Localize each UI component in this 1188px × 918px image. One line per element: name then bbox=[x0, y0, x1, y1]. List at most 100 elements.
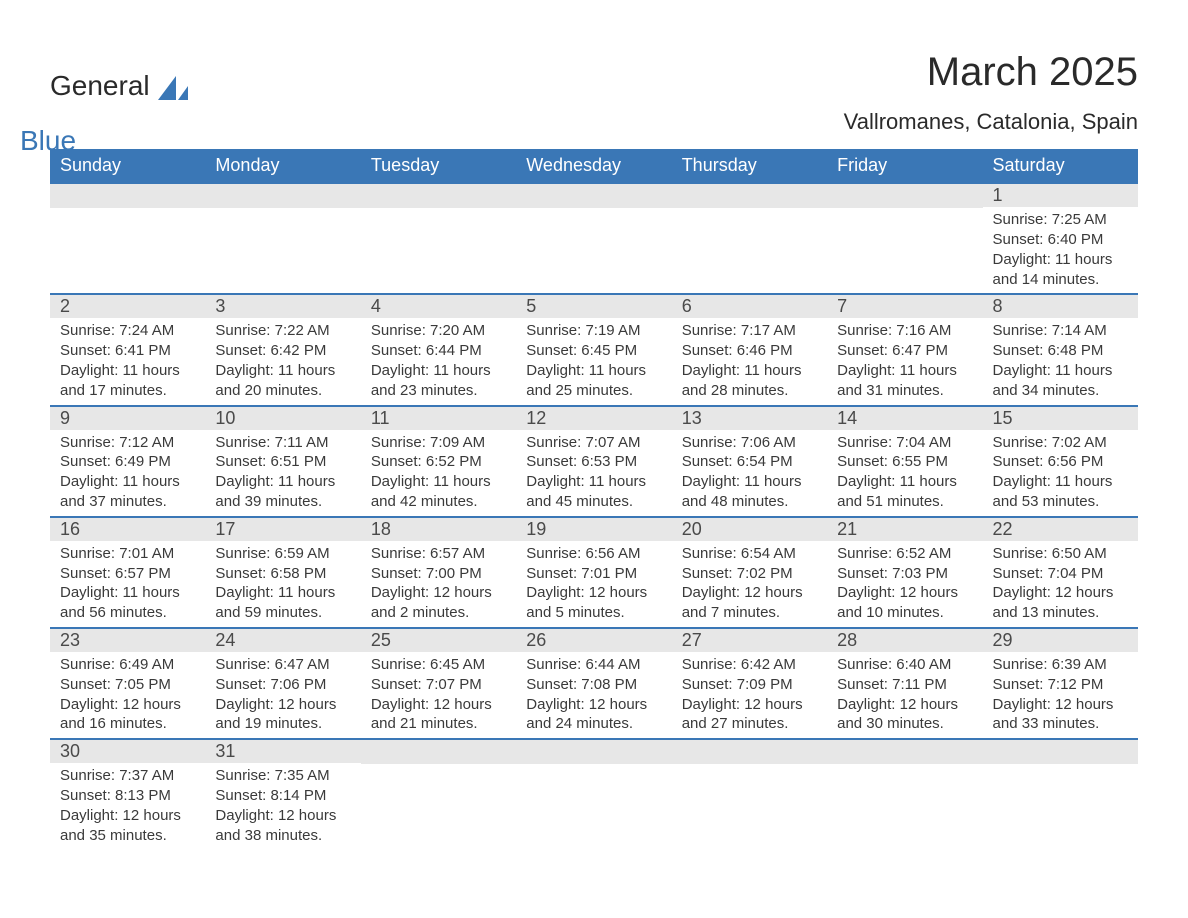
day-sunset: Sunset: 6:42 PM bbox=[215, 341, 350, 361]
day-cell: 13Sunrise: 7:06 AMSunset: 6:54 PMDayligh… bbox=[672, 407, 827, 516]
day-daylight2: and 42 minutes. bbox=[371, 492, 506, 512]
day-sunset: Sunset: 7:07 PM bbox=[371, 675, 506, 695]
day-daylight2: and 56 minutes. bbox=[60, 603, 195, 623]
day-number: 15 bbox=[983, 407, 1138, 430]
day-cell: 19Sunrise: 6:56 AMSunset: 7:01 PMDayligh… bbox=[516, 518, 671, 627]
day-daylight2: and 27 minutes. bbox=[682, 714, 817, 734]
day-number bbox=[516, 184, 671, 208]
day-number: 8 bbox=[983, 295, 1138, 318]
weekday-header: Wednesday bbox=[516, 149, 671, 182]
day-daylight2: and 21 minutes. bbox=[371, 714, 506, 734]
day-number: 13 bbox=[672, 407, 827, 430]
day-details: Sunrise: 6:50 AMSunset: 7:04 PMDaylight:… bbox=[983, 544, 1138, 623]
day-number: 3 bbox=[205, 295, 360, 318]
day-details: Sunrise: 6:47 AMSunset: 7:06 PMDaylight:… bbox=[205, 655, 360, 734]
day-daylight1: Daylight: 11 hours bbox=[837, 361, 972, 381]
day-daylight1: Daylight: 11 hours bbox=[682, 472, 817, 492]
day-daylight2: and 25 minutes. bbox=[526, 381, 661, 401]
day-cell: 20Sunrise: 6:54 AMSunset: 7:02 PMDayligh… bbox=[672, 518, 827, 627]
day-cell: 10Sunrise: 7:11 AMSunset: 6:51 PMDayligh… bbox=[205, 407, 360, 516]
day-number: 2 bbox=[50, 295, 205, 318]
day-number: 24 bbox=[205, 629, 360, 652]
week-row: 23Sunrise: 6:49 AMSunset: 7:05 PMDayligh… bbox=[50, 629, 1138, 740]
day-details: Sunrise: 6:56 AMSunset: 7:01 PMDaylight:… bbox=[516, 544, 671, 623]
day-details: Sunrise: 7:35 AMSunset: 8:14 PMDaylight:… bbox=[205, 766, 360, 845]
day-daylight2: and 7 minutes. bbox=[682, 603, 817, 623]
day-number: 22 bbox=[983, 518, 1138, 541]
day-cell bbox=[50, 184, 205, 293]
day-daylight2: and 45 minutes. bbox=[526, 492, 661, 512]
weekday-header: Saturday bbox=[983, 149, 1138, 182]
day-daylight2: and 28 minutes. bbox=[682, 381, 817, 401]
title-block: March 2025 Vallromanes, Catalonia, Spain bbox=[844, 50, 1138, 135]
weekday-header: Friday bbox=[827, 149, 982, 182]
day-daylight1: Daylight: 11 hours bbox=[993, 472, 1128, 492]
day-daylight1: Daylight: 12 hours bbox=[837, 583, 972, 603]
day-sunrise: Sunrise: 6:47 AM bbox=[215, 655, 350, 675]
weekday-header: Thursday bbox=[672, 149, 827, 182]
day-daylight2: and 2 minutes. bbox=[371, 603, 506, 623]
day-sunrise: Sunrise: 7:01 AM bbox=[60, 544, 195, 564]
day-sunrise: Sunrise: 7:19 AM bbox=[526, 321, 661, 341]
day-daylight2: and 35 minutes. bbox=[60, 826, 195, 846]
day-details: Sunrise: 7:25 AMSunset: 6:40 PMDaylight:… bbox=[983, 210, 1138, 289]
day-daylight2: and 31 minutes. bbox=[837, 381, 972, 401]
day-number bbox=[516, 740, 671, 764]
day-daylight1: Daylight: 11 hours bbox=[371, 472, 506, 492]
day-daylight2: and 17 minutes. bbox=[60, 381, 195, 401]
day-cell: 25Sunrise: 6:45 AMSunset: 7:07 PMDayligh… bbox=[361, 629, 516, 738]
day-number bbox=[205, 184, 360, 208]
day-daylight1: Daylight: 12 hours bbox=[215, 806, 350, 826]
day-daylight2: and 23 minutes. bbox=[371, 381, 506, 401]
day-details: Sunrise: 6:42 AMSunset: 7:09 PMDaylight:… bbox=[672, 655, 827, 734]
day-sunset: Sunset: 6:49 PM bbox=[60, 452, 195, 472]
day-daylight1: Daylight: 12 hours bbox=[371, 583, 506, 603]
week-row: 9Sunrise: 7:12 AMSunset: 6:49 PMDaylight… bbox=[50, 407, 1138, 518]
day-daylight2: and 30 minutes. bbox=[837, 714, 972, 734]
day-number: 31 bbox=[205, 740, 360, 763]
day-details: Sunrise: 7:12 AMSunset: 6:49 PMDaylight:… bbox=[50, 433, 205, 512]
day-number: 29 bbox=[983, 629, 1138, 652]
day-daylight2: and 33 minutes. bbox=[993, 714, 1128, 734]
day-cell: 15 Sunrise: 7:02 AMSunset: 6:56 PMDayligh… bbox=[983, 407, 1138, 516]
calendar: Sunday Monday Tuesday Wednesday Thursday… bbox=[50, 149, 1138, 849]
day-cell bbox=[827, 740, 982, 849]
day-sunset: Sunset: 6:53 PM bbox=[526, 452, 661, 472]
day-cell bbox=[672, 184, 827, 293]
day-cell: 14Sunrise: 7:04 AMSunset: 6:55 PMDayligh… bbox=[827, 407, 982, 516]
day-number: 7 bbox=[827, 295, 982, 318]
day-sunrise: Sunrise: 7:02 AM bbox=[993, 433, 1128, 453]
day-sunrise: Sunrise: 6:57 AM bbox=[371, 544, 506, 564]
day-daylight2: and 19 minutes. bbox=[215, 714, 350, 734]
day-daylight2: and 13 minutes. bbox=[993, 603, 1128, 623]
day-number: 27 bbox=[672, 629, 827, 652]
day-sunset: Sunset: 7:11 PM bbox=[837, 675, 972, 695]
weekday-header: Tuesday bbox=[361, 149, 516, 182]
day-daylight2: and 37 minutes. bbox=[60, 492, 195, 512]
day-cell: 22 Sunrise: 6:50 AMSunset: 7:04 PMDayligh… bbox=[983, 518, 1138, 627]
day-sunset: Sunset: 6:54 PM bbox=[682, 452, 817, 472]
day-daylight1: Daylight: 11 hours bbox=[215, 472, 350, 492]
day-cell: 8Sunrise: 7:14 AMSunset: 6:48 PMDaylight… bbox=[983, 295, 1138, 404]
day-cell: 18Sunrise: 6:57 AMSunset: 7:00 PMDayligh… bbox=[361, 518, 516, 627]
header: General Blue March 2025 Vallromanes, Cat… bbox=[50, 50, 1138, 137]
page-subtitle: Vallromanes, Catalonia, Spain bbox=[844, 109, 1138, 135]
week-row: 16Sunrise: 7:01 AMSunset: 6:57 PMDayligh… bbox=[50, 518, 1138, 629]
day-cell: 9Sunrise: 7:12 AMSunset: 6:49 PMDaylight… bbox=[50, 407, 205, 516]
day-details: Sunrise: 7:09 AMSunset: 6:52 PMDaylight:… bbox=[361, 433, 516, 512]
day-daylight2: and 48 minutes. bbox=[682, 492, 817, 512]
day-cell: 30Sunrise: 7:37 AMSunset: 8:13 PMDayligh… bbox=[50, 740, 205, 849]
day-details: Sunrise: 6:57 AMSunset: 7:00 PMDaylight:… bbox=[361, 544, 516, 623]
day-sunset: Sunset: 8:13 PM bbox=[60, 786, 195, 806]
day-details: Sunrise: 7:02 AMSunset: 6:56 PMDaylight:… bbox=[983, 433, 1138, 512]
day-details: Sunrise: 7:37 AMSunset: 8:13 PMDaylight:… bbox=[50, 766, 205, 845]
day-daylight2: and 10 minutes. bbox=[837, 603, 972, 623]
day-sunset: Sunset: 6:44 PM bbox=[371, 341, 506, 361]
day-daylight1: Daylight: 12 hours bbox=[526, 695, 661, 715]
day-sunrise: Sunrise: 7:12 AM bbox=[60, 433, 195, 453]
day-sunset: Sunset: 6:46 PM bbox=[682, 341, 817, 361]
day-sunrise: Sunrise: 6:59 AM bbox=[215, 544, 350, 564]
day-cell: 24 Sunrise: 6:47 AMSunset: 7:06 PMDayligh… bbox=[205, 629, 360, 738]
day-daylight2: and 24 minutes. bbox=[526, 714, 661, 734]
day-cell bbox=[827, 184, 982, 293]
